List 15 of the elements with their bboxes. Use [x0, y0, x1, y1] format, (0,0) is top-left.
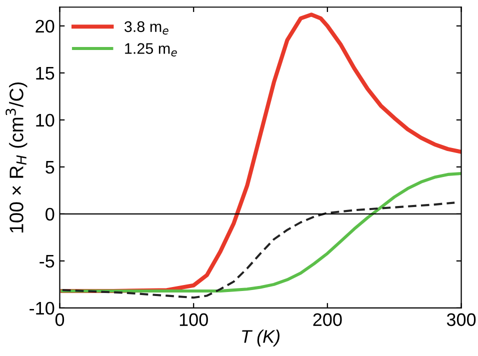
x-tick-label: 200 [313, 313, 342, 326]
x-axis-title: T (K) [242, 330, 280, 346]
y-tick-label: 10 [36, 114, 54, 127]
y-tick-label: 20 [36, 20, 54, 33]
y-tick-label: -10 [30, 302, 54, 315]
legend-label: 3.8 m$_{e}$ [124, 21, 168, 35]
legend-label: 1.25 m$_{e}$ [125, 43, 177, 56]
y-tick-label: 0 [46, 208, 54, 221]
y-axis-title: 100 × R$_{H}$ (cm$^{3}$/C) [6, 82, 28, 232]
x-tick-label: 0 [55, 313, 64, 326]
y-tick-label: 15 [36, 67, 54, 80]
y-tick-label: 5 [46, 161, 54, 174]
x-tick-label: 300 [446, 313, 476, 326]
x-tick-label: 100 [180, 313, 208, 326]
y-tick-label: -5 [40, 255, 54, 268]
